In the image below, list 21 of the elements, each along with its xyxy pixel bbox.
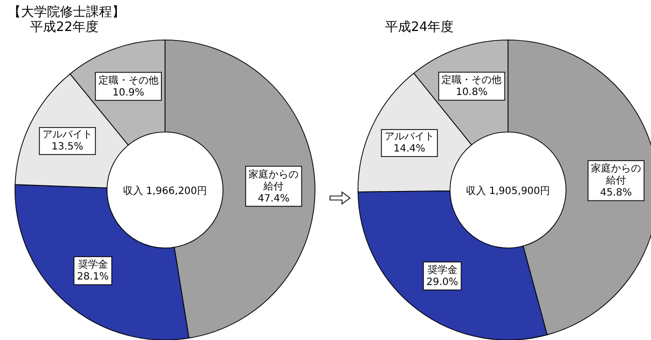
data-label: 29.0% xyxy=(426,276,458,288)
slice-label: 奨学金 xyxy=(78,258,108,271)
data-label: 13.5% xyxy=(51,142,84,153)
slice-label: アルバイト xyxy=(384,132,434,143)
slice-label: 定職・その他 xyxy=(98,74,158,86)
slice-label: 家庭からの給付 xyxy=(591,162,642,187)
slice-label: アルバイト xyxy=(42,130,92,141)
slice-label: 奨学金 xyxy=(427,264,458,276)
data-label: 14.4% xyxy=(393,144,426,155)
chart-title: 【大学院修士課程】 xyxy=(8,5,125,20)
data-label: 28.1% xyxy=(76,272,109,283)
slice-label: 家庭からの給付 xyxy=(248,168,299,192)
chart-subtitle: 平成22年度 xyxy=(30,19,99,35)
data-label: 47.4% xyxy=(258,193,290,204)
data-label: 10.8% xyxy=(456,87,488,98)
data-label: 45.8% xyxy=(600,188,632,199)
slice-label: 定職・その他 xyxy=(442,74,502,86)
chart-title: 平成24年度 xyxy=(385,19,454,35)
data-label: 10.9% xyxy=(112,87,144,98)
text: 収入 1,966,200円 xyxy=(122,185,208,197)
text: 収入 1,905,900円 xyxy=(466,185,550,197)
